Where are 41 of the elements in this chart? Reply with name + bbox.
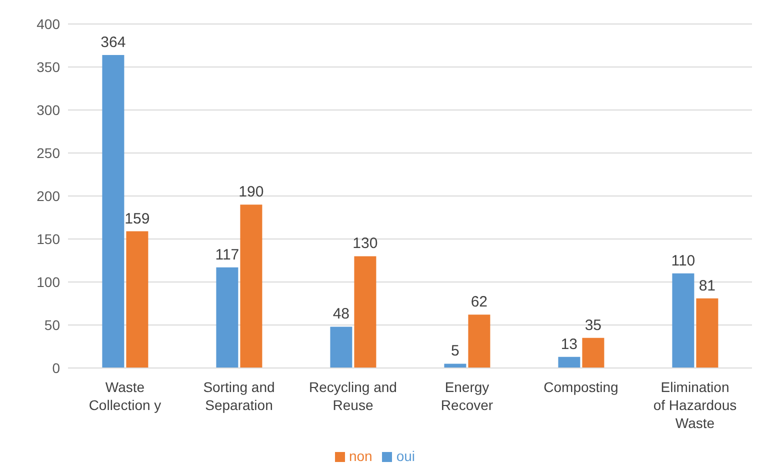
bar (558, 356, 580, 368)
y-tick-label: 150 (36, 230, 60, 247)
legend-label: oui (396, 448, 416, 464)
legend-label: non (348, 448, 372, 464)
bar (216, 267, 238, 368)
y-tick-label: 50 (44, 316, 60, 333)
data-label: 13 (560, 336, 578, 353)
x-tick-label: Elimination of Hazardous Waste (653, 379, 737, 431)
data-label: 35 (584, 316, 602, 334)
bar (582, 338, 604, 368)
bar (240, 204, 262, 368)
data-label: 130 (352, 235, 378, 252)
bar (330, 326, 352, 368)
bar (102, 54, 124, 368)
data-label: 117 (215, 246, 240, 264)
data-label: 48 (332, 306, 350, 323)
x-tick-label: Waste Collection y (88, 379, 162, 413)
bar (696, 298, 718, 368)
data-label: 159 (124, 210, 150, 228)
data-label: 62 (470, 294, 488, 311)
x-tick-label: Sorting and Separation (203, 379, 275, 413)
data-label: 5 (451, 342, 460, 360)
bar (444, 364, 466, 368)
y-tick-label: 0 (52, 360, 60, 376)
y-tick-label: 350 (36, 58, 60, 75)
y-tick-label: 200 (36, 188, 60, 204)
data-label: 364 (100, 34, 126, 51)
bar (354, 256, 376, 368)
y-tick-label: 400 (36, 16, 60, 32)
data-label: 190 (238, 184, 264, 201)
x-tick-label: Energy Recover (440, 379, 494, 413)
bar (126, 231, 148, 368)
y-tick-label: 100 (36, 274, 60, 290)
x-tick-label: Composting (544, 379, 618, 395)
bar (468, 314, 490, 368)
y-tick-label: 250 (36, 144, 60, 161)
x-tick-label: Recycling and Reuse (309, 379, 397, 413)
bar (672, 273, 694, 368)
data-label: 81 (698, 277, 716, 294)
data-label: 110 (671, 252, 696, 270)
y-tick-label: 300 (36, 102, 60, 118)
